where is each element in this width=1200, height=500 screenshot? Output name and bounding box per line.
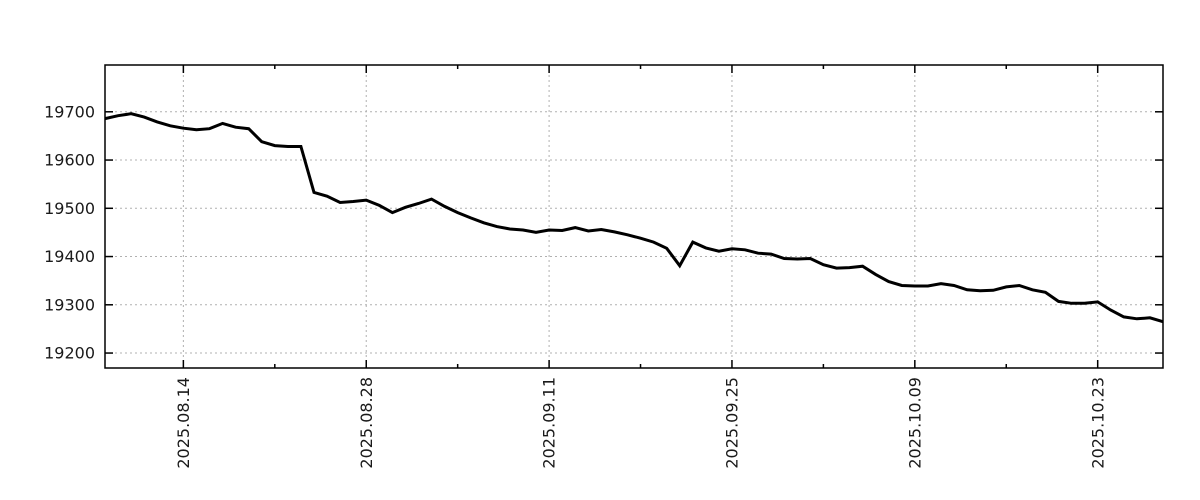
y-tick-label: 19700 xyxy=(44,102,95,121)
y-tick-label: 19400 xyxy=(44,247,95,266)
x-tick-label: 2025.08.28 xyxy=(357,377,376,469)
series-line xyxy=(104,112,1164,324)
x-tick-label: 2025.09.25 xyxy=(723,377,742,469)
y-tick-label: 19300 xyxy=(44,295,95,314)
y-tick-label: 19200 xyxy=(44,344,95,363)
x-tick-label: 2025.10.09 xyxy=(905,377,924,469)
y-tick-label: 19600 xyxy=(44,151,95,170)
y-tick-label: 19500 xyxy=(44,199,95,218)
x-tick-label: 2025.09.11 xyxy=(540,377,559,469)
plot-border xyxy=(104,64,1164,369)
x-tick-label: 2025.10.23 xyxy=(1088,377,1107,469)
x-tick-label: 2025.08.14 xyxy=(174,377,193,469)
